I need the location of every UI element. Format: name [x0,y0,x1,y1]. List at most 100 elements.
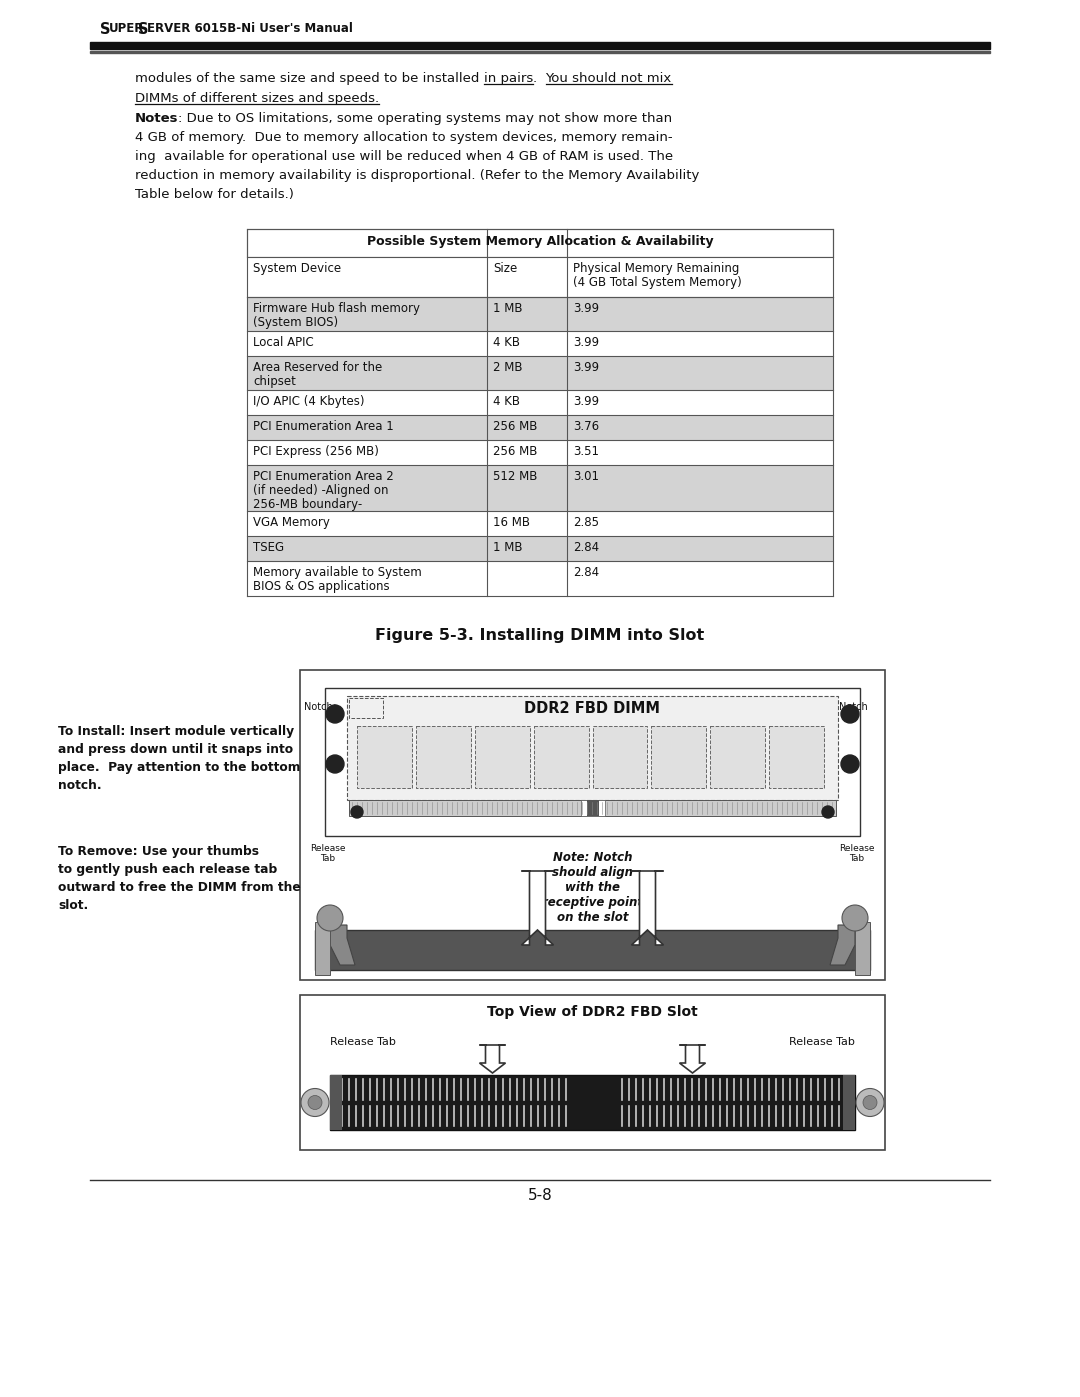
Bar [349,698,383,718]
Text: 2.84: 2.84 [573,566,599,578]
Bar [315,922,330,975]
Text: modules of the same size and speed to be installed: modules of the same size and speed to be… [135,73,484,85]
Bar [586,800,598,816]
Bar [711,726,765,788]
Text: 2.84: 2.84 [573,541,599,555]
Text: ing  available for operational use will be reduced when 4 GB of RAM is used. The: ing available for operational use will b… [135,149,673,163]
Text: You should not mix: You should not mix [545,73,672,85]
Text: (if needed) -Aligned on: (if needed) -Aligned on [253,483,389,497]
Polygon shape [831,925,855,965]
Bar [247,465,833,511]
Bar [855,922,870,975]
Text: Notes: Notes [135,112,178,124]
Text: (System BIOS): (System BIOS) [253,316,338,330]
Text: should align: should align [552,866,633,879]
Circle shape [841,705,859,724]
Text: 3.99: 3.99 [573,360,599,374]
Polygon shape [330,925,355,965]
Circle shape [301,1088,329,1116]
Bar [247,257,833,298]
Bar [247,536,833,562]
Text: 3.99: 3.99 [573,395,599,408]
Bar [330,1076,855,1130]
Bar [651,726,706,788]
Circle shape [841,754,859,773]
Text: 3.99: 3.99 [573,337,599,349]
Text: in pairs: in pairs [484,73,532,85]
Text: 4 KB: 4 KB [492,395,519,408]
Text: Notch: Notch [839,703,867,712]
Text: notch.: notch. [58,780,102,792]
Text: DIMMs of different sizes and speeds.: DIMMs of different sizes and speeds. [135,92,379,105]
Text: and press down until it snaps into: and press down until it snaps into [58,743,293,756]
Bar [247,229,833,257]
Bar [315,930,870,970]
Text: BIOS & OS applications: BIOS & OS applications [253,580,390,592]
Text: 256-MB boundary-: 256-MB boundary- [253,497,362,511]
Text: Size: Size [492,263,517,275]
Text: Figure 5-3. Installing DIMM into Slot: Figure 5-3. Installing DIMM into Slot [376,629,704,643]
Text: S: S [138,22,149,36]
Text: : Due to OS limitations, some operating systems may not show more than: : Due to OS limitations, some operating … [178,112,673,124]
Polygon shape [632,870,663,944]
Bar [769,726,824,788]
Bar [90,52,990,53]
Bar [247,331,833,356]
Bar [247,562,833,597]
Text: 512 MB: 512 MB [492,469,538,483]
Circle shape [822,806,834,819]
Bar [330,1076,342,1130]
Text: Top View of DDR2 FBD Slot: Top View of DDR2 FBD Slot [487,1004,698,1018]
Text: Memory available to System: Memory available to System [253,566,422,578]
Text: reduction in memory availability is disproportional. (Refer to the Memory Availa: reduction in memory availability is disp… [135,169,700,182]
Text: ERVER 6015B-Ni User's Manual: ERVER 6015B-Ni User's Manual [147,22,353,35]
Text: 16 MB: 16 MB [492,515,530,529]
Text: VGA Memory: VGA Memory [253,515,329,529]
Text: 5-8: 5-8 [528,1187,552,1203]
Bar [593,726,647,788]
Bar [349,800,836,816]
Text: Physical Memory Remaining: Physical Memory Remaining [573,263,740,275]
Bar [247,415,833,440]
Text: 3.99: 3.99 [573,302,599,314]
Text: 1 MB: 1 MB [492,541,523,555]
Text: (4 GB Total System Memory): (4 GB Total System Memory) [573,277,742,289]
Bar [843,1076,855,1130]
Text: to gently push each release tab: to gently push each release tab [58,863,278,876]
Text: outward to free the DIMM from the: outward to free the DIMM from the [58,882,300,894]
Text: 2 MB: 2 MB [492,360,523,374]
Text: 4 KB: 4 KB [492,337,519,349]
Bar [300,671,885,981]
Bar [247,440,833,465]
Text: PCI Enumeration Area 2: PCI Enumeration Area 2 [253,469,394,483]
Text: System Device: System Device [253,263,341,275]
Text: Release
Tab: Release Tab [839,844,875,863]
Text: on the slot: on the slot [557,911,629,923]
Text: DDR2 FBD DIMM: DDR2 FBD DIMM [525,701,661,717]
Text: 256 MB: 256 MB [492,446,538,458]
Polygon shape [480,1045,505,1073]
Text: Possible System Memory Allocation & Availability: Possible System Memory Allocation & Avai… [367,235,713,249]
Text: Area Reserved for the: Area Reserved for the [253,360,382,374]
Bar [247,390,833,415]
Bar [90,42,990,49]
Text: chipset: chipset [253,374,296,388]
Text: Release
Tab: Release Tab [310,844,346,863]
Text: 2.85: 2.85 [573,515,599,529]
Bar [247,298,833,331]
Text: Table below for details.): Table below for details.) [135,189,294,201]
Text: .: . [532,73,545,85]
Text: S: S [100,22,110,36]
Text: 3.51: 3.51 [573,446,599,458]
Text: PCI Express (256 MB): PCI Express (256 MB) [253,446,379,458]
Bar [475,726,529,788]
Circle shape [351,806,363,819]
Polygon shape [679,1045,705,1073]
Text: with the: with the [565,882,620,894]
Bar [347,696,838,800]
Text: Release Tab: Release Tab [330,1037,396,1046]
Text: Notch: Notch [303,703,333,712]
Bar [300,995,885,1150]
Circle shape [318,905,343,930]
Text: To Install: Insert module vertically: To Install: Insert module vertically [58,725,294,738]
